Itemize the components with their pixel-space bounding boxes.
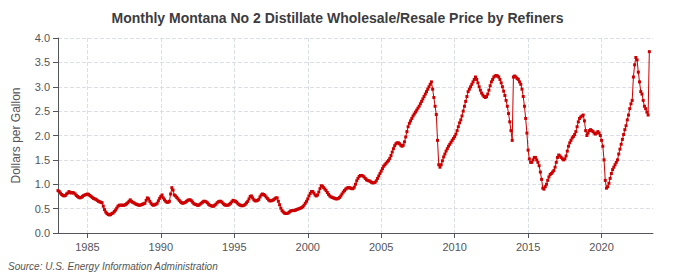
svg-text:0.5: 0.5 xyxy=(35,203,50,215)
svg-text:3.5: 3.5 xyxy=(35,56,50,68)
svg-text:2000: 2000 xyxy=(296,241,320,253)
svg-text:1995: 1995 xyxy=(222,241,246,253)
svg-text:Monthly Montana No 2 Distillat: Monthly Montana No 2 Distillate Wholesal… xyxy=(111,10,563,26)
svg-text:2.5: 2.5 xyxy=(35,105,50,117)
svg-text:2010: 2010 xyxy=(442,241,466,253)
svg-text:Source: U.S. Energy Informatio: Source: U.S. Energy Information Administ… xyxy=(8,261,218,272)
svg-text:Dollars per Gallon: Dollars per Gallon xyxy=(9,87,23,183)
svg-text:2005: 2005 xyxy=(369,241,393,253)
svg-text:3.0: 3.0 xyxy=(35,81,50,93)
svg-text:1.0: 1.0 xyxy=(35,178,50,190)
svg-text:2020: 2020 xyxy=(589,241,613,253)
svg-text:2015: 2015 xyxy=(516,241,540,253)
svg-text:1.5: 1.5 xyxy=(35,154,50,166)
svg-text:4.0: 4.0 xyxy=(35,32,50,44)
svg-text:1985: 1985 xyxy=(75,241,99,253)
svg-text:0.0: 0.0 xyxy=(35,227,50,239)
svg-text:2.0: 2.0 xyxy=(35,130,50,142)
svg-text:1990: 1990 xyxy=(149,241,173,253)
